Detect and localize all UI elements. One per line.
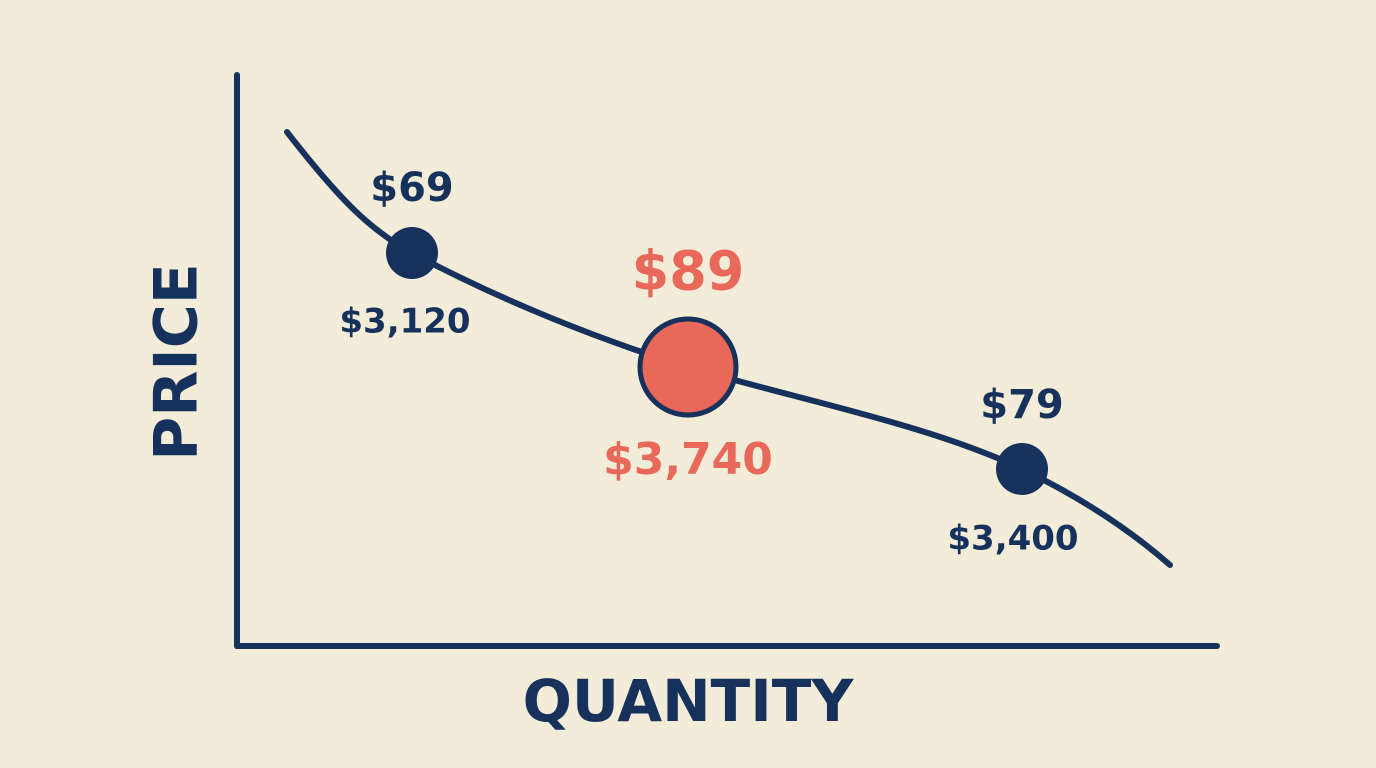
x-axis-label: QUANTITY — [523, 667, 855, 735]
revenue-label: $3,120 — [339, 302, 470, 342]
price-point — [996, 443, 1048, 495]
revenue-label: $3,400 — [947, 519, 1078, 559]
y-axis-label: PRICE — [142, 263, 212, 461]
price-label: $79 — [980, 382, 1064, 428]
price-point — [386, 227, 438, 279]
price-point — [637, 316, 739, 418]
revenue-label: $3,740 — [603, 434, 773, 485]
price-label: $89 — [632, 240, 745, 303]
price-label: $69 — [370, 165, 454, 211]
